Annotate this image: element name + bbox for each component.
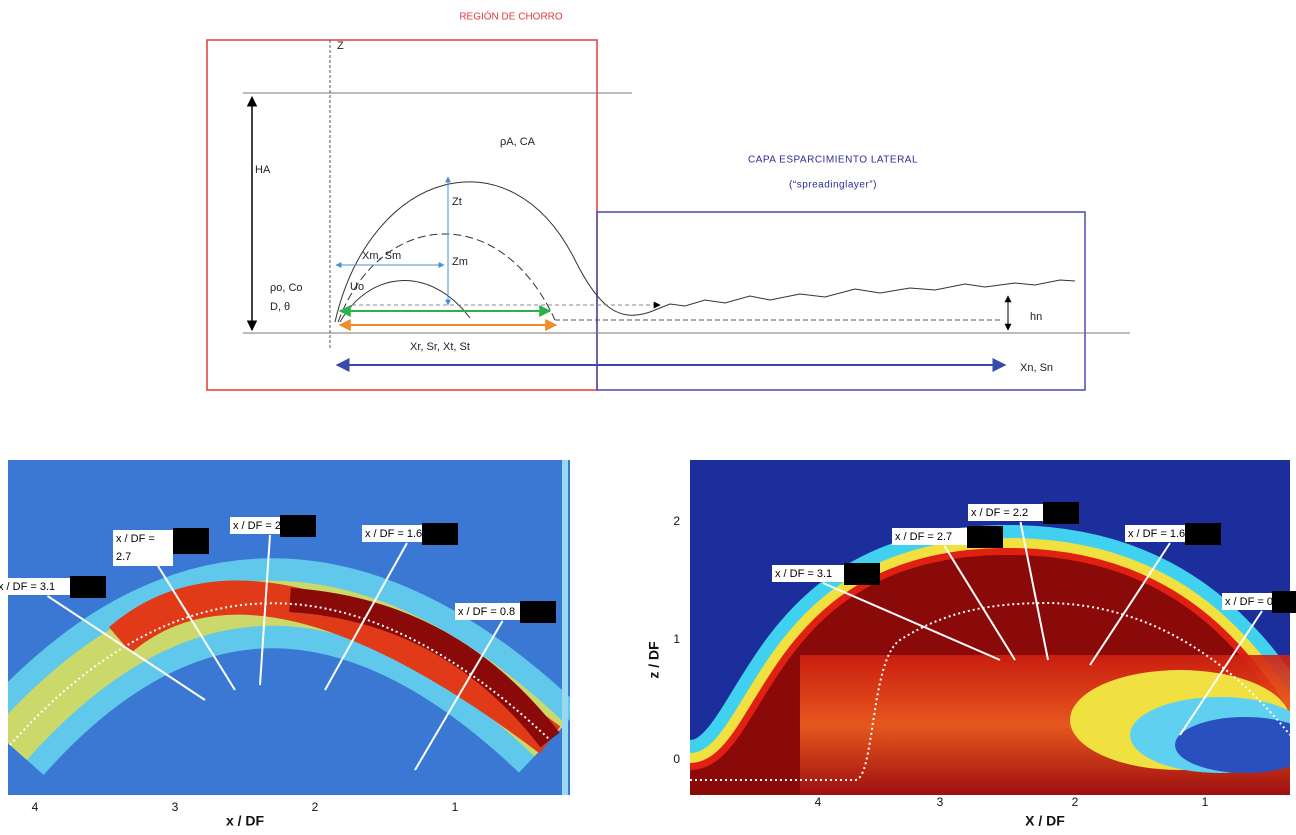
diagram-label: ρA, CA — [500, 136, 536, 148]
label-box — [173, 528, 209, 554]
diagram-label: ρo, Co — [270, 282, 303, 294]
panel-label: 2.7 — [116, 551, 131, 563]
x-axis-label: x / DF — [226, 813, 265, 829]
panel-label: x / DF = 3.1 — [0, 581, 55, 593]
diagram-label: Xr, Sr, Xt, St — [410, 341, 470, 353]
label-box — [422, 523, 458, 545]
panel-label: x / DF = 1.6 — [365, 528, 422, 540]
diagram-label: Z — [337, 40, 344, 52]
diagram-label: HA — [255, 164, 271, 176]
x-tick-label: 2 — [312, 800, 319, 814]
panel-label: x / DF = 1.6 — [1128, 528, 1185, 540]
panel-label: x / DF = 2.2 — [971, 507, 1028, 519]
label-box — [1043, 502, 1079, 524]
diagram-label: Xn, Sn — [1020, 362, 1053, 374]
x-tick-label: 2 — [1072, 795, 1079, 809]
region-title: REGIÓN DE CHORRO — [459, 10, 563, 23]
y-tick-label: 1 — [673, 632, 680, 646]
x-tick-label: 4 — [32, 800, 39, 814]
jet-diagram — [207, 40, 1130, 390]
diagram-label: Xm, Sm — [362, 250, 401, 262]
left-image — [8, 460, 570, 795]
x-tick-label: 1 — [452, 800, 459, 814]
x-tick-label: 3 — [937, 795, 944, 809]
y-tick-label: 0 — [673, 752, 680, 766]
label-box — [844, 563, 880, 585]
y-tick-label: 2 — [673, 514, 680, 528]
diagram-label: Zm — [452, 256, 468, 268]
figure: REGIÓN DE CHORRO CAPA ESPARCIMIENTO LATE… — [0, 0, 1296, 835]
panel-label: x / DF = 0.8 — [458, 606, 515, 618]
panel-label: x / DF = 0.8 — [1225, 596, 1282, 608]
spreading-subtitle: (“spreadinglayer”) — [789, 180, 877, 191]
panel-label: x / DF = 2.2 — [233, 520, 290, 532]
x-tick-label: 4 — [815, 795, 822, 809]
diagram-label: D, θ — [270, 301, 290, 313]
label-box — [1185, 523, 1221, 545]
diagram-label: Zt — [452, 196, 462, 208]
diagram-label: Uo — [350, 281, 364, 293]
panel-label: x / DF = 3.1 — [775, 568, 832, 580]
diagram-label: hn — [1030, 311, 1042, 323]
spreading-title: CAPA ESPARCIMIENTO LATERAL — [748, 155, 918, 166]
panel-label: x / DF = — [116, 533, 155, 545]
label-box — [520, 601, 556, 623]
panel-label: x / DF = 2.7 — [895, 531, 952, 543]
x-tick-label: 3 — [172, 800, 179, 814]
x-axis-label: X / DF — [1025, 813, 1065, 829]
label-box — [70, 576, 106, 598]
x-tick-label: 1 — [1202, 795, 1209, 809]
label-box — [967, 526, 1003, 548]
y-axis-label: z / DF — [646, 641, 662, 679]
